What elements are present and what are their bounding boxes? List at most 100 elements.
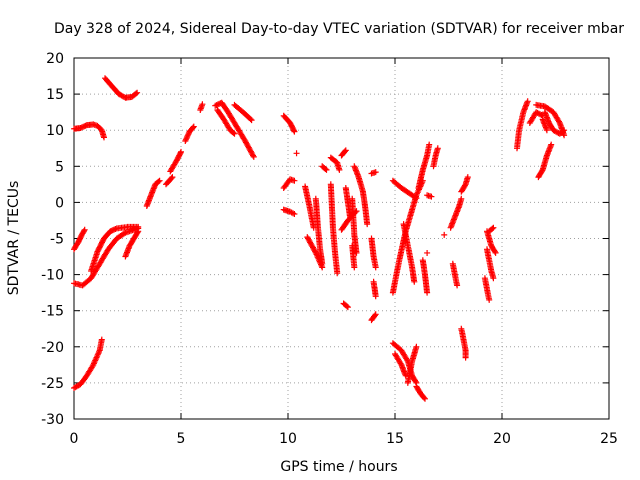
data-point — [421, 394, 428, 401]
y-tick-label: 10 — [46, 123, 64, 139]
satellite-track — [514, 98, 531, 152]
y-tick-label: -20 — [41, 340, 64, 356]
y-tick-label: -25 — [41, 376, 64, 392]
data-point — [560, 128, 566, 135]
data-point — [548, 141, 555, 148]
satellite-track — [71, 336, 105, 391]
satellite-track — [392, 351, 409, 379]
data-point — [490, 224, 497, 231]
satellite-track — [458, 325, 469, 361]
y-tick-label: -10 — [41, 268, 64, 284]
data-point — [464, 174, 471, 181]
y-axis-ticks: 20 15 10 5 0 -5 -10 -15 -20 -25 -30 — [41, 51, 609, 428]
satellite-track — [541, 109, 568, 137]
x-axis-ticks: 0 5 10 15 20 25 — [70, 58, 618, 447]
satellite-track — [389, 177, 420, 202]
satellite-track — [280, 206, 298, 217]
data-point — [190, 124, 196, 131]
data-point — [250, 152, 256, 159]
satellite-track — [327, 181, 341, 277]
satellite-track — [231, 101, 255, 124]
data-point — [412, 378, 419, 385]
satellite-track — [424, 249, 431, 256]
data-point — [372, 264, 379, 271]
data-point — [462, 354, 469, 361]
data-point — [372, 293, 379, 300]
grid-lines — [74, 58, 609, 419]
satellite-track — [88, 223, 142, 274]
data-point — [178, 148, 184, 155]
data-point — [319, 260, 326, 267]
data-point — [404, 356, 410, 363]
data-point — [133, 90, 140, 97]
data-point — [168, 175, 175, 182]
data-point — [424, 289, 431, 296]
satellite-track — [526, 109, 546, 126]
data-point — [351, 264, 358, 271]
data-point — [413, 195, 420, 202]
data-point — [293, 150, 300, 157]
satellite-track — [481, 275, 493, 303]
satellite-track — [340, 300, 351, 311]
data-point — [372, 169, 379, 176]
data-point — [169, 174, 176, 181]
satellite-track — [143, 177, 163, 209]
satellite-track — [327, 154, 343, 173]
satellite-track — [370, 278, 379, 300]
satellite-track — [197, 101, 206, 113]
satellite-track — [441, 231, 448, 238]
data-point — [336, 166, 343, 173]
y-tick-label: -30 — [41, 412, 64, 428]
satellite-track — [122, 228, 142, 260]
data-point — [492, 249, 499, 256]
satellite-track — [368, 311, 379, 324]
data-point — [291, 177, 298, 184]
satellite-track — [458, 174, 471, 195]
satellite-track — [368, 235, 379, 271]
satellite-track — [449, 260, 461, 289]
chart-title: Day 328 of 2024, Sidereal Day-to-day VTE… — [54, 21, 624, 37]
data-point — [428, 193, 435, 200]
data-point — [524, 99, 531, 106]
data-point — [291, 211, 298, 217]
data-point — [454, 282, 461, 289]
satellite-track — [349, 242, 358, 271]
data-point — [155, 178, 162, 185]
data-point — [322, 166, 329, 172]
satellite-track — [368, 169, 379, 177]
data-point — [247, 116, 254, 123]
data-points — [71, 75, 568, 402]
data-point — [343, 303, 350, 310]
y-tick-label: 15 — [46, 87, 64, 103]
data-point — [490, 275, 497, 282]
data-point — [486, 296, 493, 303]
data-point — [413, 343, 420, 350]
data-point — [424, 249, 431, 256]
data-point — [489, 225, 496, 232]
satellite-track — [167, 148, 184, 175]
data-point — [561, 132, 568, 139]
data-point — [190, 123, 197, 130]
satellite-track — [539, 116, 550, 134]
satellite-track — [71, 225, 142, 289]
data-point — [156, 177, 163, 184]
x-axis-label: GPS time / hours — [280, 459, 397, 475]
data-point — [491, 248, 498, 255]
data-point — [412, 194, 419, 201]
satellite-track — [486, 224, 497, 235]
satellite-track — [389, 177, 426, 296]
x-tick-label: 20 — [493, 431, 511, 447]
data-point — [434, 145, 441, 152]
data-point — [101, 134, 107, 141]
data-point — [231, 130, 238, 137]
satellite-track — [214, 107, 238, 137]
data-point — [81, 228, 87, 234]
data-point — [334, 270, 341, 277]
data-point — [371, 312, 378, 319]
satellite-track — [400, 221, 418, 285]
data-point — [134, 229, 141, 236]
x-tick-label: 0 — [70, 431, 79, 447]
y-tick-label: 20 — [46, 51, 64, 67]
data-point — [344, 304, 351, 311]
